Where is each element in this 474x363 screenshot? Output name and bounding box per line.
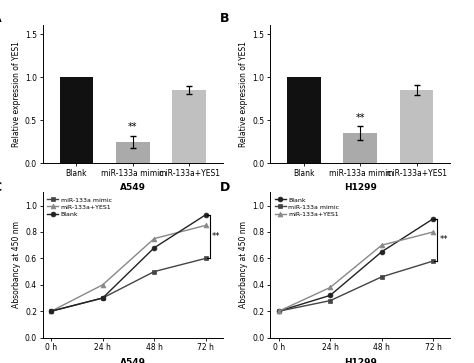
Y-axis label: Relative expression of YES1: Relative expression of YES1: [12, 41, 21, 147]
Y-axis label: Absorbancy at 450 nm: Absorbancy at 450 nm: [239, 221, 248, 309]
Bar: [116, 142, 150, 163]
Text: C: C: [0, 181, 1, 194]
Text: A: A: [0, 12, 2, 25]
Text: **: **: [212, 232, 220, 241]
Bar: [172, 90, 206, 163]
X-axis label: H1299: H1299: [344, 358, 377, 363]
Text: B: B: [220, 12, 229, 25]
X-axis label: H1299: H1299: [344, 183, 377, 192]
Legend: miR-133a mimic, miR-133a+YES1, Blank: miR-133a mimic, miR-133a+YES1, Blank: [46, 196, 113, 219]
Bar: [287, 77, 321, 163]
Y-axis label: Relative expression of YES1: Relative expression of YES1: [239, 41, 248, 147]
Legend: Blank, miR-133a mimic, miR-133a+YES1: Blank, miR-133a mimic, miR-133a+YES1: [273, 196, 341, 219]
Bar: [343, 133, 377, 163]
X-axis label: A549: A549: [120, 183, 146, 192]
Text: D: D: [220, 181, 230, 194]
X-axis label: A549: A549: [120, 358, 146, 363]
Text: **: **: [356, 113, 365, 123]
Y-axis label: Absorbancy at 450 nm: Absorbancy at 450 nm: [12, 221, 21, 309]
Text: **: **: [128, 122, 137, 132]
Bar: [60, 77, 93, 163]
Bar: [400, 90, 433, 163]
Text: **: **: [439, 236, 448, 244]
